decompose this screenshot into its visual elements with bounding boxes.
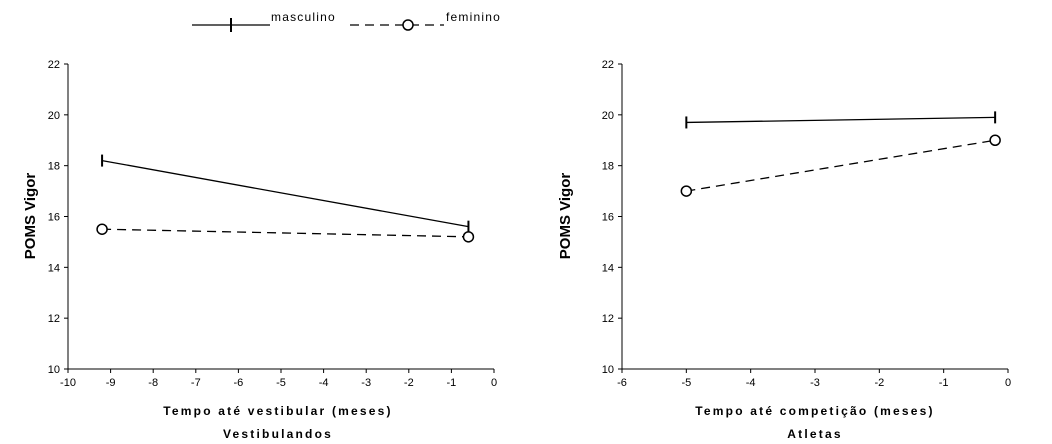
data-point-feminino	[463, 232, 473, 242]
x-tick-label: -7	[191, 377, 201, 389]
y-axis-label: POMS Vigor	[22, 173, 39, 260]
x-tick-label: 0	[1005, 377, 1011, 389]
y-tick-label: 16	[48, 212, 60, 224]
legend: masculino feminino	[192, 10, 501, 32]
x-tick-label: -3	[361, 377, 371, 389]
x-tick-label: -1	[939, 377, 949, 389]
x-tick-label: -6	[617, 377, 627, 389]
y-tick-label: 18	[602, 161, 614, 173]
legend-female-label: feminino	[446, 10, 501, 24]
x-axis-label: Tempo até vestibular (meses)	[163, 404, 392, 418]
chart-vestibulandos: POMS Vigor Tempo até vestibular (meses) …	[22, 59, 497, 441]
series-line-feminino	[102, 229, 468, 237]
y-tick-label: 10	[48, 364, 60, 376]
series-line-masculino	[102, 161, 468, 227]
y-tick-label: 14	[48, 262, 60, 274]
y-tick-label: 20	[48, 110, 60, 122]
x-tick-label: -4	[319, 377, 329, 389]
x-tick-label: -1	[447, 377, 457, 389]
x-tick-label: -9	[106, 377, 116, 389]
y-tick-label: 10	[602, 364, 614, 376]
legend-female-marker	[403, 20, 413, 30]
x-tick-label: -6	[234, 377, 244, 389]
y-tick-label: 18	[48, 161, 60, 173]
x-tick-label: -5	[276, 377, 286, 389]
x-tick-label: -2	[404, 377, 414, 389]
chart-atletas: POMS Vigor Tempo até competição (meses) …	[557, 59, 1011, 441]
x-tick-label: 0	[491, 377, 497, 389]
data-point-feminino	[990, 135, 1000, 145]
y-tick-label: 12	[48, 313, 60, 325]
y-axis-label: POMS Vigor	[557, 173, 574, 260]
x-axis-label: Tempo até competição (meses)	[695, 404, 934, 418]
y-tick-label: 12	[602, 313, 614, 325]
x-tick-label: -3	[810, 377, 820, 389]
x-tick-label: -10	[60, 377, 76, 389]
chart-title: Atletas	[787, 427, 842, 441]
y-tick-label: 20	[602, 110, 614, 122]
y-tick-label: 14	[602, 262, 614, 274]
series-line-feminino	[686, 140, 995, 191]
x-tick-label: -4	[746, 377, 756, 389]
x-tick-label: -8	[148, 377, 158, 389]
y-tick-label: 22	[48, 59, 60, 71]
x-tick-label: -2	[874, 377, 884, 389]
series-line-masculino	[686, 117, 995, 122]
legend-male-label: masculino	[271, 10, 336, 24]
data-point-feminino	[681, 186, 691, 196]
x-tick-label: -5	[681, 377, 691, 389]
y-tick-label: 22	[602, 59, 614, 71]
chart-title: Vestibulandos	[223, 427, 333, 441]
data-point-feminino	[97, 224, 107, 234]
y-tick-label: 16	[602, 212, 614, 224]
